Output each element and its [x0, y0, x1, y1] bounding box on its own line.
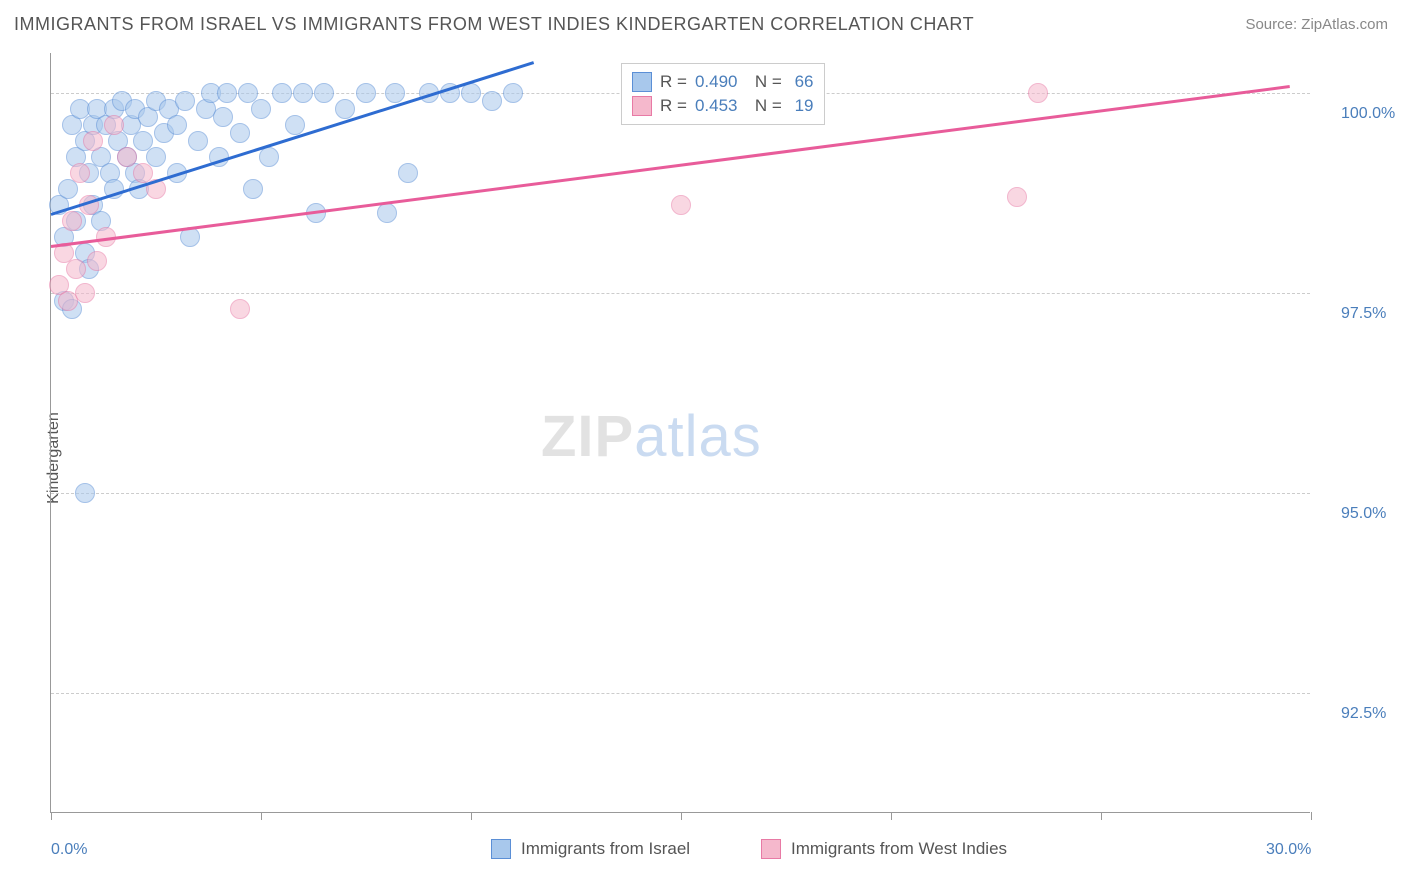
- chart-title: IMMIGRANTS FROM ISRAEL VS IMMIGRANTS FRO…: [14, 14, 974, 35]
- data-point: [213, 107, 233, 127]
- data-point: [398, 163, 418, 183]
- y-tick-label: 97.5%: [1341, 305, 1386, 323]
- data-point: [293, 83, 313, 103]
- data-point: [671, 195, 691, 215]
- legend-n-label: N =: [745, 96, 781, 116]
- data-point: [285, 115, 305, 135]
- grid-line: [51, 493, 1310, 494]
- legend-n-value: 19: [790, 96, 814, 116]
- data-point: [70, 163, 90, 183]
- data-point: [230, 123, 250, 143]
- data-point: [482, 91, 502, 111]
- legend-r-value: 0.490: [695, 72, 738, 92]
- data-point: [1028, 83, 1048, 103]
- data-point: [66, 259, 86, 279]
- x-tick: [1101, 812, 1102, 820]
- x-tick: [681, 812, 682, 820]
- data-point: [62, 211, 82, 231]
- data-point: [503, 83, 523, 103]
- legend-swatch: [761, 839, 781, 859]
- legend-label: Immigrants from Israel: [521, 839, 690, 859]
- watermark: ZIPatlas: [541, 403, 762, 470]
- data-point: [377, 203, 397, 223]
- x-tick-label: 30.0%: [1266, 841, 1311, 859]
- grid-line: [51, 293, 1310, 294]
- legend-n-value: 66: [790, 72, 814, 92]
- legend-r-label: R =: [660, 72, 687, 92]
- data-point: [1007, 187, 1027, 207]
- data-point: [251, 99, 271, 119]
- legend-n-label: N =: [745, 72, 781, 92]
- data-point: [87, 251, 107, 271]
- data-point: [243, 179, 263, 199]
- y-tick-label: 92.5%: [1341, 705, 1386, 723]
- data-point: [259, 147, 279, 167]
- grid-line: [51, 693, 1310, 694]
- y-tick-label: 100.0%: [1341, 105, 1395, 123]
- data-point: [58, 179, 78, 199]
- data-point: [75, 283, 95, 303]
- x-tick: [51, 812, 52, 820]
- x-tick: [471, 812, 472, 820]
- data-point: [314, 83, 334, 103]
- legend-r-value: 0.453: [695, 96, 738, 116]
- bottom-legend-item: Immigrants from Israel: [491, 839, 690, 859]
- data-point: [272, 83, 292, 103]
- bottom-legend-item: Immigrants from West Indies: [761, 839, 1007, 859]
- x-tick: [1311, 812, 1312, 820]
- data-point: [104, 115, 124, 135]
- x-tick: [891, 812, 892, 820]
- legend-row: R = 0.453 N = 19: [632, 94, 814, 118]
- chart-container: Kindergarten ZIPatlas 92.5%95.0%97.5%100…: [0, 43, 1406, 873]
- legend-r-label: R =: [660, 96, 687, 116]
- data-point: [188, 131, 208, 151]
- legend-label: Immigrants from West Indies: [791, 839, 1007, 859]
- data-point: [167, 115, 187, 135]
- stats-legend: R = 0.490 N = 66R = 0.453 N = 19: [621, 63, 825, 125]
- source-label: Source: ZipAtlas.com: [1245, 16, 1388, 33]
- data-point: [356, 83, 376, 103]
- data-point: [75, 483, 95, 503]
- data-point: [217, 83, 237, 103]
- data-point: [83, 131, 103, 151]
- plot-area: ZIPatlas 92.5%95.0%97.5%100.0%0.0%30.0%R…: [50, 53, 1310, 813]
- data-point: [335, 99, 355, 119]
- x-tick-label: 0.0%: [51, 841, 87, 859]
- data-point: [230, 299, 250, 319]
- legend-swatch: [632, 96, 652, 116]
- x-tick: [261, 812, 262, 820]
- legend-swatch: [491, 839, 511, 859]
- data-point: [117, 147, 137, 167]
- data-point: [385, 83, 405, 103]
- data-point: [175, 91, 195, 111]
- legend-row: R = 0.490 N = 66: [632, 70, 814, 94]
- legend-swatch: [632, 72, 652, 92]
- y-tick-label: 95.0%: [1341, 505, 1386, 523]
